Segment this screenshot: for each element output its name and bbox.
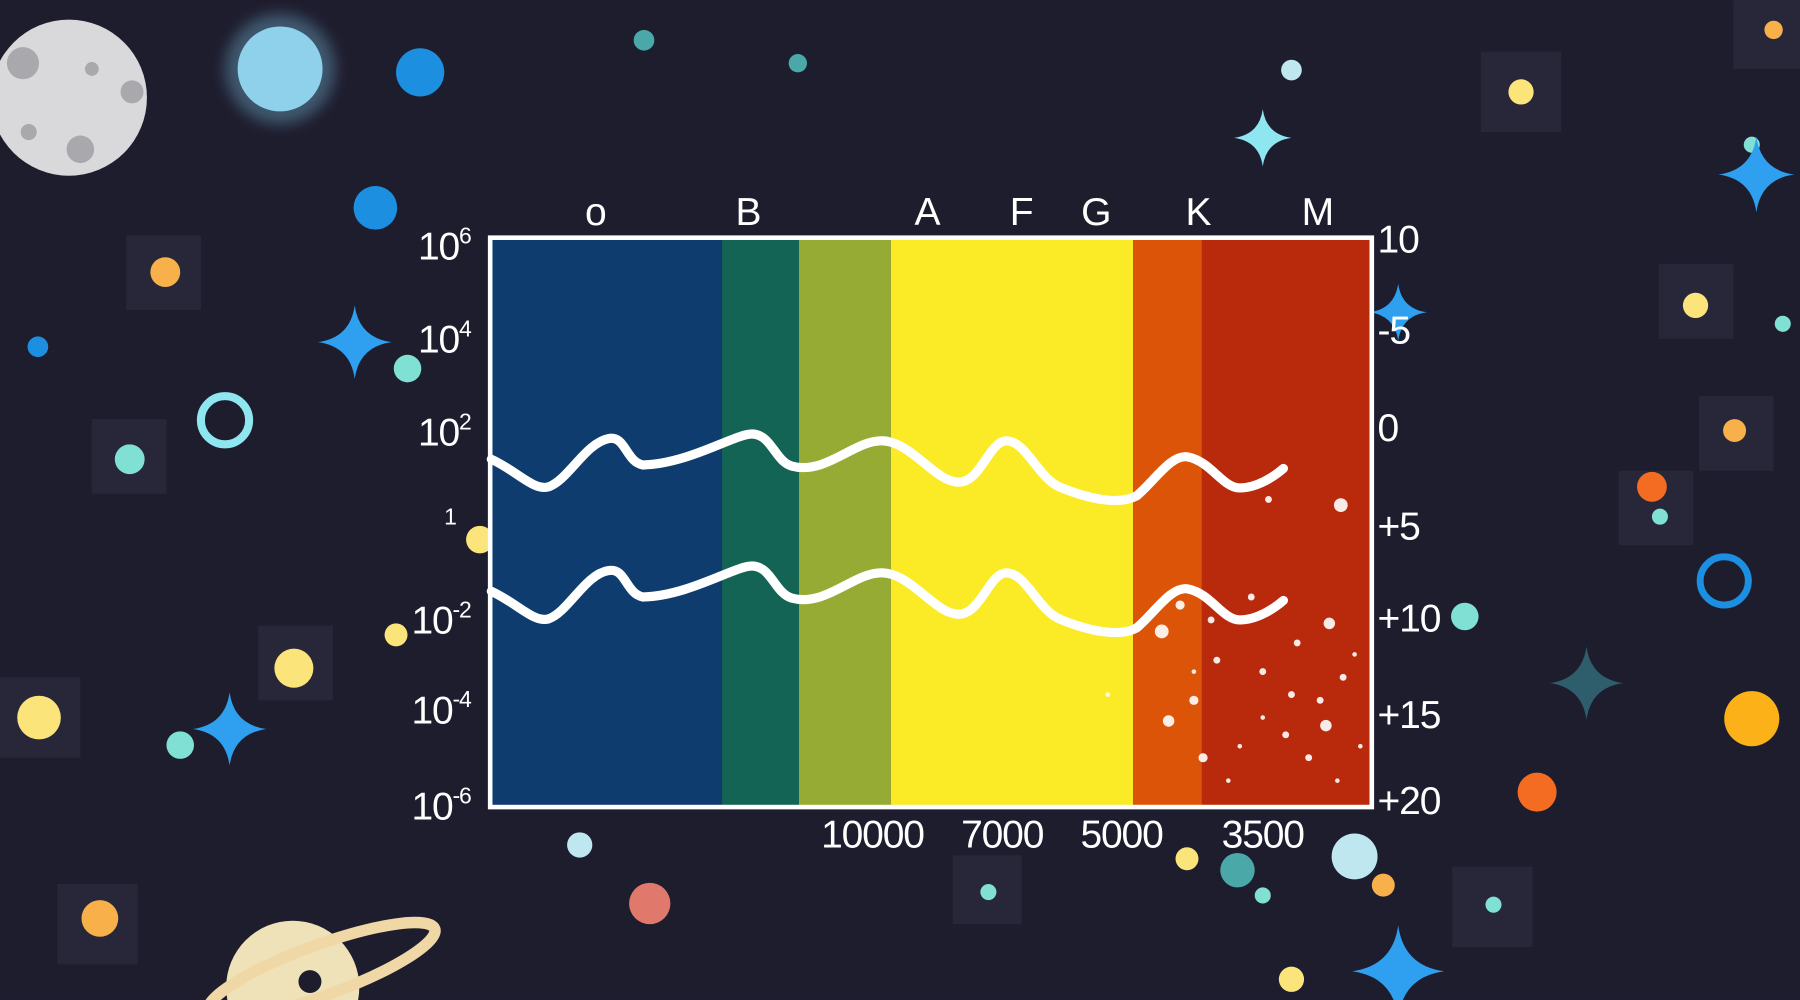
temperature-labels: 10000 7000 5000 3500 — [821, 813, 1305, 856]
spectral-class: M — [1302, 191, 1335, 234]
luminosity-label: 10-2 — [411, 597, 471, 643]
star-scatter — [1105, 495, 1363, 783]
spectral-class: B — [735, 191, 761, 234]
band-a — [798, 237, 891, 808]
luminosity-label: 106 — [418, 222, 471, 268]
ring — [1696, 553, 1752, 609]
label-exponent: -6 — [453, 783, 471, 809]
label-base: 10 — [418, 318, 460, 361]
band-k — [1133, 237, 1202, 808]
dots — [17, 20, 1791, 992]
magnitude-label: 10 — [1378, 219, 1420, 262]
spectral-class: G — [1081, 191, 1111, 234]
label-base: 10 — [411, 689, 453, 732]
label-exponent: 4 — [459, 315, 472, 341]
magnitude-labels: 10 -5 0 +5 +10 +15 +20 — [1378, 219, 1442, 823]
magnitude-label: +20 — [1378, 780, 1441, 823]
band-fg — [890, 237, 1134, 808]
curves — [486, 429, 1289, 638]
magnitude-label: -5 — [1378, 309, 1411, 352]
temperature-label: 7000 — [961, 813, 1044, 856]
label-base: 10 — [418, 226, 460, 269]
ringed-planet — [202, 916, 441, 1000]
luminosity-label: 104 — [418, 315, 472, 361]
label-base: 10 — [411, 786, 453, 829]
luminosity-label: 10-4 — [411, 686, 472, 732]
luminosity-label: 1 — [444, 504, 456, 530]
planet-small — [629, 882, 671, 925]
label-base: 10 — [418, 411, 460, 454]
magnitude-label: +5 — [1378, 506, 1421, 549]
magnitude-label: 0 — [1378, 407, 1399, 450]
band-o — [490, 237, 723, 808]
band-b — [722, 237, 799, 808]
temperature-label: 5000 — [1080, 813, 1163, 856]
magnitude-label: +10 — [1378, 597, 1441, 640]
planet — [237, 26, 323, 112]
label-exponent: -2 — [453, 597, 471, 623]
chart-frame — [487, 235, 1375, 810]
spectral-class: o — [585, 191, 607, 234]
label-exponent: 6 — [459, 222, 471, 248]
magnitude-label: +15 — [1378, 694, 1441, 737]
spectral-bands — [490, 237, 1372, 808]
label-exponent: 2 — [459, 408, 471, 434]
spectral-class: F — [1010, 191, 1034, 234]
spectral-class: K — [1185, 191, 1211, 234]
spectral-class: A — [915, 191, 941, 234]
temperature-label: 10000 — [821, 813, 924, 856]
band-m — [1201, 237, 1372, 808]
label-base: 10 — [411, 600, 453, 643]
temperature-label: 3500 — [1222, 813, 1305, 856]
moon — [0, 19, 147, 176]
luminosity-label: 102 — [418, 408, 471, 454]
ring — [196, 392, 254, 449]
label-exponent: -4 — [453, 686, 472, 712]
luminosity-label: 10-6 — [411, 783, 471, 829]
